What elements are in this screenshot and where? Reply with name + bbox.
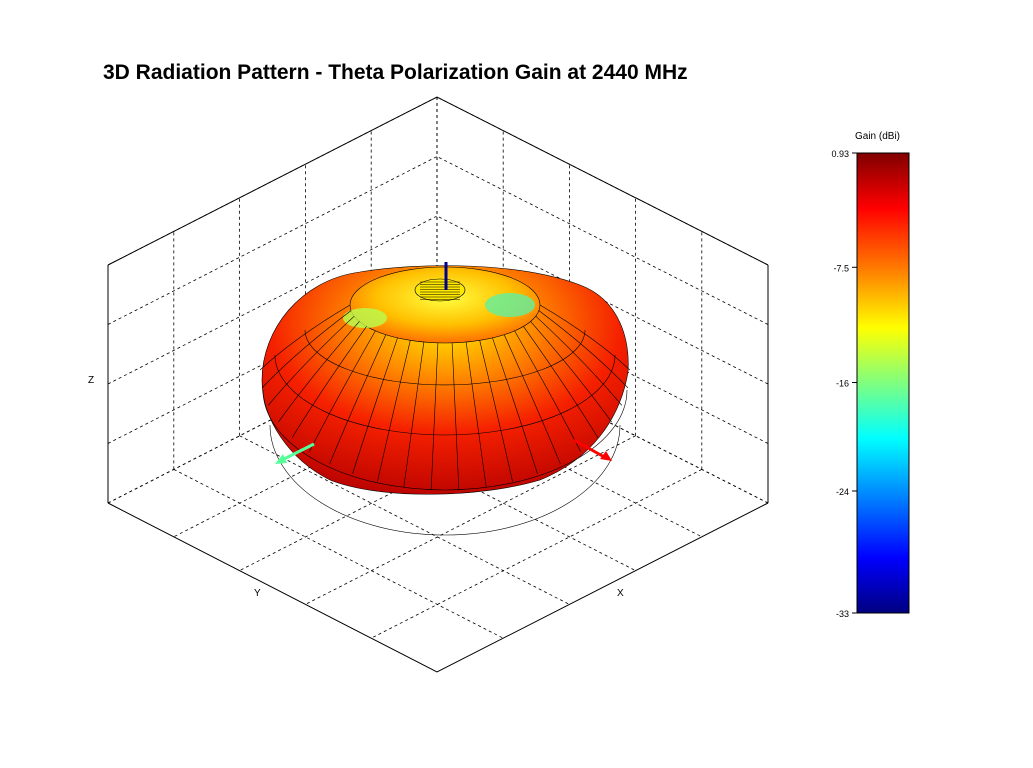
grid-line: [436, 156, 769, 325]
axes-box: [107, 96, 769, 673]
grid-line: [436, 275, 769, 444]
colorbar-tick-label: 0.93: [831, 149, 849, 159]
mesh-ring: [262, 389, 628, 491]
y-axis-label: Y: [254, 588, 261, 599]
colorbar-tick-label: -7.5: [833, 263, 849, 273]
mesh-line: [503, 334, 561, 464]
mesh-line: [479, 340, 513, 482]
grid-line: [305, 435, 636, 605]
grid-line: [436, 215, 769, 385]
mesh-line: [291, 326, 367, 438]
mesh-line: [492, 337, 538, 475]
mesh-line: [403, 342, 425, 488]
mesh-line: [377, 340, 411, 482]
chart-title: 3D Radiation Pattern - Theta Polarizatio…: [103, 61, 688, 84]
mesh-line: [465, 342, 487, 488]
mesh-line: [261, 310, 352, 389]
mesh-ring: [304, 329, 586, 386]
grid-line: [239, 435, 570, 605]
box-bottom-edges: [107, 502, 769, 673]
colorbar-tick-label: -33: [836, 609, 849, 619]
mesh-line: [267, 315, 355, 406]
mesh-ring: [269, 424, 621, 536]
colorbar-label: Gain (dBi): [855, 131, 900, 142]
radiation-surface: [259, 265, 631, 536]
grid-line: [107, 156, 438, 325]
colorbar-gradient: [856, 152, 910, 614]
mesh-line: [430, 342, 439, 490]
z-axis-label: Z: [88, 375, 94, 386]
x-axis-arrow: [573, 438, 607, 460]
low-gain-spot-left: [343, 308, 387, 328]
mesh-line: [523, 326, 599, 438]
mesh-line: [535, 315, 623, 406]
mesh-line: [278, 321, 360, 423]
mesh-line: [352, 337, 398, 475]
colorbar-tick-label: -16: [836, 379, 849, 389]
colorbar-tick-label: -24: [836, 487, 849, 497]
low-gain-spot-right: [485, 293, 535, 317]
grid-line: [107, 215, 438, 385]
axis-arrows: [275, 262, 612, 464]
colorbar: Gain (dBi) 0.93 -7.5 -16 -24 -33: [831, 131, 910, 619]
mesh-line: [309, 330, 376, 452]
mesh-ring: [274, 354, 616, 436]
grid-line: [371, 469, 702, 639]
mesh-line: [530, 321, 612, 423]
x-axis-label: X: [617, 588, 624, 599]
mesh-line: [329, 334, 387, 464]
mesh-line: [538, 310, 629, 389]
box-top-edges: [107, 96, 769, 266]
mesh-line: [539, 304, 631, 371]
grid-line: [173, 469, 504, 639]
mesh-line: [451, 342, 460, 490]
mesh-line: [259, 304, 351, 371]
y-axis-arrow: [281, 442, 315, 462]
